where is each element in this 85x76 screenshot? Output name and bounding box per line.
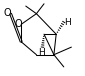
Text: O: O (14, 19, 22, 29)
Text: H: H (38, 48, 45, 57)
Text: O: O (4, 8, 11, 18)
Text: H: H (64, 18, 71, 27)
